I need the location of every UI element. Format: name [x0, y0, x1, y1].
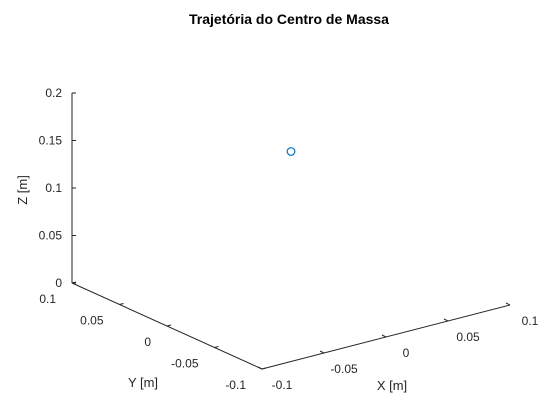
- z-tick-label: 0: [55, 276, 62, 290]
- z-tick-label: 0.1: [45, 181, 62, 195]
- y-tick-label: 0: [144, 335, 151, 349]
- y-ticks: -0.1 -0.05 0 0.05 0.1: [39, 281, 267, 392]
- chart-title: Trajetória do Centro de Massa: [189, 11, 389, 27]
- y-tick-label: -0.1: [225, 378, 246, 392]
- x-tick-mark: [257, 366, 263, 370]
- x-tick-mark: [443, 318, 449, 322]
- y-tick-mark: [166, 324, 172, 327]
- data-point-marker: [286, 147, 296, 156]
- x-tick-mark: [319, 350, 325, 354]
- y-tick-mark: [214, 346, 219, 348]
- x-tick-mark: [381, 334, 387, 338]
- z-tick-label: 0.05: [39, 229, 63, 243]
- y-tick-mark: [119, 303, 124, 305]
- y-tick-label: 0.05: [80, 314, 104, 328]
- y-tick-mark: [261, 367, 267, 370]
- x-tick-label: 0.05: [456, 330, 480, 344]
- y-axis-label: Y [m]: [128, 375, 158, 390]
- z-tick-label: 0.2: [45, 86, 62, 100]
- z-ticks: 0 0.05 0.1 0.15 0.2: [39, 86, 76, 290]
- x-axis-label: X [m]: [377, 378, 407, 393]
- x-ticks: -0.1 -0.05 0 0.05 0.1: [257, 302, 539, 392]
- x-tick-label: 0: [403, 346, 410, 360]
- z-axis-label: Z [m]: [15, 175, 30, 205]
- x-tick-label: -0.05: [330, 362, 358, 376]
- x-tick-label: -0.1: [272, 378, 293, 392]
- x-tick-mark: [505, 302, 511, 306]
- y-tick-label: -0.05: [171, 357, 199, 371]
- x-tick-label: 0.1: [522, 314, 539, 328]
- z-tick-label: 0.15: [39, 134, 63, 148]
- data-points: [286, 147, 296, 156]
- y-tick-label: 0.1: [39, 292, 56, 306]
